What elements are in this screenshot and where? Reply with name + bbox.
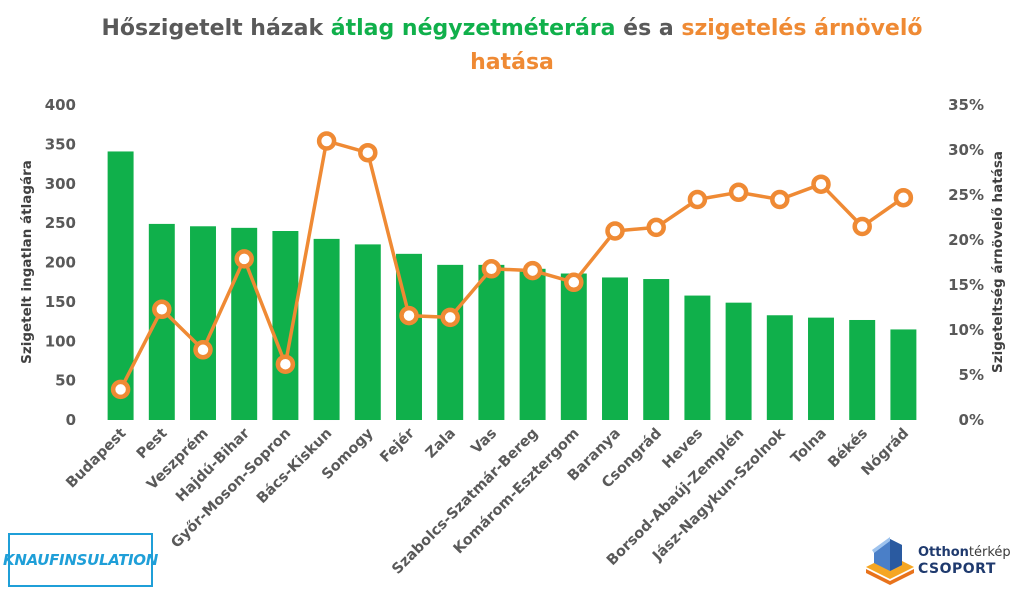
category-label: Zala (423, 426, 459, 462)
left-tick-label: 350 (45, 135, 76, 153)
right-tick-label: 0% (959, 411, 984, 429)
bar-13 (643, 279, 670, 420)
left-tick-label: 100 (45, 332, 76, 350)
category-label: Fejér (377, 425, 418, 466)
bar-14 (684, 295, 711, 420)
line-point-9 (481, 259, 502, 279)
left-tick-label: 150 (45, 293, 76, 311)
category-label: Szabolcs-Szatmár-Bereg (389, 426, 541, 578)
right-axis-ticks: 0% 5% 10% 15% 20% 25% 30% 35% (948, 96, 984, 429)
right-axis-title: Szigeteltség árnövelő hatása (990, 151, 1006, 373)
right-tick-label: 30% (948, 141, 984, 159)
line-point-1 (152, 299, 172, 320)
right-tick-label: 5% (959, 366, 984, 384)
bar-1 (148, 223, 175, 420)
line-point-17 (811, 174, 831, 194)
otthonterkep-logo: Otthontérkép CSOPORT (862, 527, 1012, 589)
left-tick-label: 50 (55, 372, 76, 390)
line-point-12 (605, 221, 625, 241)
bar-series (107, 151, 917, 421)
chart-title-part-1: Hőszigetelt házak (101, 16, 331, 41)
line-point-5 (316, 131, 337, 151)
right-tick-label: 10% (948, 321, 984, 339)
line-point-18 (852, 216, 872, 237)
bar-6 (354, 244, 381, 420)
line-point-0 (110, 379, 131, 400)
bar-8 (437, 264, 464, 420)
line-point-7 (399, 305, 419, 326)
line-point-4 (275, 354, 296, 374)
bar-12 (602, 277, 628, 420)
chart-title-part-4: szigetelés árnövelő (681, 16, 923, 41)
bar-15 (725, 302, 752, 420)
left-tick-label: 250 (45, 214, 76, 232)
left-tick-label: 300 (45, 175, 76, 193)
knauf-insulation-logo: KNAUFINSULATION (3, 533, 158, 587)
bar-18 (849, 319, 876, 420)
line-point-11 (564, 272, 584, 293)
bar-19 (890, 329, 917, 420)
left-tick-label: 400 (45, 96, 76, 114)
category-label: Tolna (788, 426, 830, 468)
bar-9 (478, 264, 505, 420)
category-label: Hajdú-Bihar (173, 425, 253, 505)
line-point-2 (193, 340, 213, 360)
category-label: Vas (469, 426, 501, 458)
chart-title-part-5: hatása (470, 50, 554, 75)
otthonterkep-name-part-1: Otthon (918, 545, 969, 560)
bar-10 (519, 268, 546, 420)
line-point-14 (687, 189, 708, 210)
line-point-10 (522, 260, 543, 281)
line-point-16 (770, 189, 790, 210)
otthonterkep-name-part-2: térkép (968, 545, 1011, 560)
right-tick-label: 25% (948, 186, 984, 204)
chart-title-part-2: átlag négyzetméterára (330, 16, 616, 41)
chart-title-part-3: és a (615, 16, 682, 41)
line-point-15 (728, 182, 749, 203)
bar-11 (560, 273, 587, 420)
otthonterkep-subtitle: CSOPORT (918, 561, 996, 577)
line-point-19 (893, 187, 914, 208)
house-icon (866, 537, 914, 585)
line-point-8 (440, 307, 460, 328)
line-point-13 (646, 217, 666, 238)
chart-title-line-2: hatása (0, 46, 1024, 80)
right-tick-label: 35% (948, 96, 984, 114)
line-point-6 (358, 142, 378, 163)
left-tick-label: 0 (66, 411, 76, 429)
bar-5 (313, 238, 340, 421)
knauf-logo-text: KNAUFINSULATION (3, 551, 159, 569)
left-axis-title: Szigetelt ingatlan átlagára (19, 160, 35, 364)
chart-title-line-1: Hőszigetelt házak átlag négyzetméterára … (0, 12, 1024, 46)
category-labels: Budapest PestVeszprémHajdú-BiharGyőr-Moso… (63, 425, 912, 578)
left-tick-label: 200 (45, 254, 76, 272)
right-tick-label: 20% (948, 231, 984, 249)
bar-17 (808, 317, 834, 421)
category-label: Budapest (63, 425, 129, 491)
line-point-3 (234, 249, 254, 269)
chart-title: Hőszigetelt házak átlag négyzetméterára … (0, 12, 1024, 80)
right-tick-label: 15% (948, 276, 984, 294)
bar-4 (272, 231, 299, 420)
bar-2 (190, 226, 216, 420)
otthonterkep-name: Otthontérkép (918, 545, 1011, 560)
bar-16 (766, 315, 793, 420)
line-series (110, 131, 914, 400)
left-axis-ticks: 0 50 100 150 200 250 300 350 400 (45, 96, 76, 429)
category-label: Pest (134, 425, 171, 462)
